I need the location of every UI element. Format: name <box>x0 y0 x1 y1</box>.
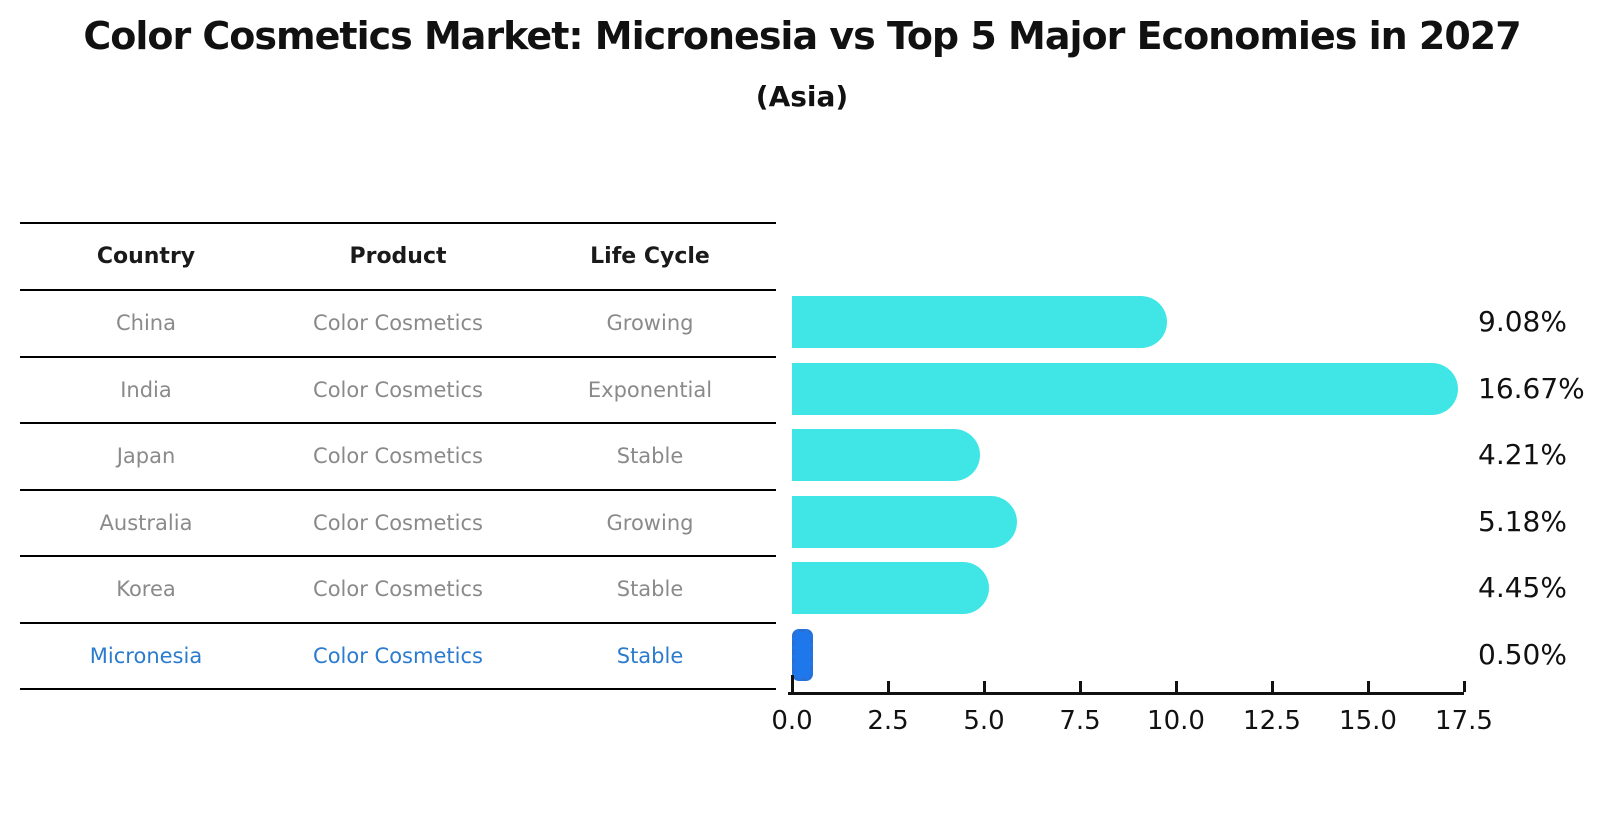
x-axis-tick-label: 2.5 <box>867 706 909 736</box>
country-table: Country Product Life Cycle China Color C… <box>20 222 776 690</box>
x-axis-tick <box>1174 681 1178 692</box>
cell-life-cycle: Growing <box>606 510 694 535</box>
cell-product: Color Cosmetics <box>313 643 483 668</box>
cell-product: Color Cosmetics <box>313 510 483 535</box>
bar-value-label: 0.50% <box>1478 637 1567 671</box>
x-axis-tick <box>1366 681 1370 692</box>
x-axis-tick <box>886 681 890 692</box>
cell-country: Japan <box>116 444 176 469</box>
cell-life-cycle: Stable <box>616 643 684 668</box>
x-axis-tick-label: 0.0 <box>771 706 813 736</box>
cell-life-cycle: Stable <box>616 577 684 602</box>
cell-country: India <box>120 377 172 402</box>
cell-life-cycle: Exponential <box>587 377 713 402</box>
cell-country: China <box>116 311 176 336</box>
bar-india <box>792 362 1459 415</box>
x-axis-tick-label: 17.5 <box>1435 706 1493 736</box>
bar-micronesia-highlight <box>792 628 814 681</box>
x-axis-tick-label: 12.5 <box>1243 706 1301 736</box>
x-axis-tick <box>790 675 794 692</box>
x-axis-tick <box>1462 681 1466 692</box>
table-row: Korea Color Cosmetics Stable <box>20 557 776 624</box>
chart-title: Color Cosmetics Market: Micronesia vs To… <box>83 14 1521 58</box>
column-header-product: Product <box>349 244 447 269</box>
cell-product: Color Cosmetics <box>313 311 483 336</box>
x-axis-tick-label: 7.5 <box>1059 706 1101 736</box>
chart-subtitle: (Asia) <box>755 80 849 113</box>
column-header-life-cycle: Life Cycle <box>590 244 710 269</box>
bar-value-label: 4.21% <box>1478 438 1567 472</box>
bar-value-label: 5.18% <box>1478 504 1567 538</box>
x-axis-tick-label: 10.0 <box>1147 706 1205 736</box>
x-axis-tick <box>1270 681 1274 692</box>
cell-product: Color Cosmetics <box>313 444 483 469</box>
table-row: China Color Cosmetics Growing <box>20 291 776 358</box>
cell-product: Color Cosmetics <box>313 577 483 602</box>
table-body: China Color Cosmetics Growing India Colo… <box>20 291 776 690</box>
x-axis-line <box>788 692 1464 695</box>
bar-value-label: 16.67% <box>1478 371 1585 405</box>
cell-life-cycle: Stable <box>616 444 684 469</box>
cell-country: Australia <box>99 510 193 535</box>
bar-value-label: 4.45% <box>1478 571 1567 605</box>
bar-japan <box>792 429 980 482</box>
x-axis-tick <box>982 681 986 692</box>
x-axis-tick <box>1078 681 1082 692</box>
x-axis-tick-label: 15.0 <box>1339 706 1397 736</box>
table-row: Micronesia Color Cosmetics Stable <box>20 624 776 690</box>
cell-life-cycle: Growing <box>606 311 694 336</box>
table-row: India Color Cosmetics Exponential <box>20 358 776 424</box>
table-row: Japan Color Cosmetics Stable <box>20 424 776 491</box>
table-header-row: Country Product Life Cycle <box>20 224 776 291</box>
x-axis-tick-label: 5.0 <box>963 706 1005 736</box>
table-row: Australia Color Cosmetics Growing <box>20 491 776 557</box>
cell-product: Color Cosmetics <box>313 377 483 402</box>
bar-korea <box>792 562 989 615</box>
cell-country: Micronesia <box>89 643 203 668</box>
column-header-country: Country <box>96 244 196 269</box>
bar-value-label: 9.08% <box>1478 305 1567 339</box>
bar-australia <box>792 495 1017 548</box>
bar-china <box>792 296 1167 349</box>
cell-country: Korea <box>116 577 176 602</box>
